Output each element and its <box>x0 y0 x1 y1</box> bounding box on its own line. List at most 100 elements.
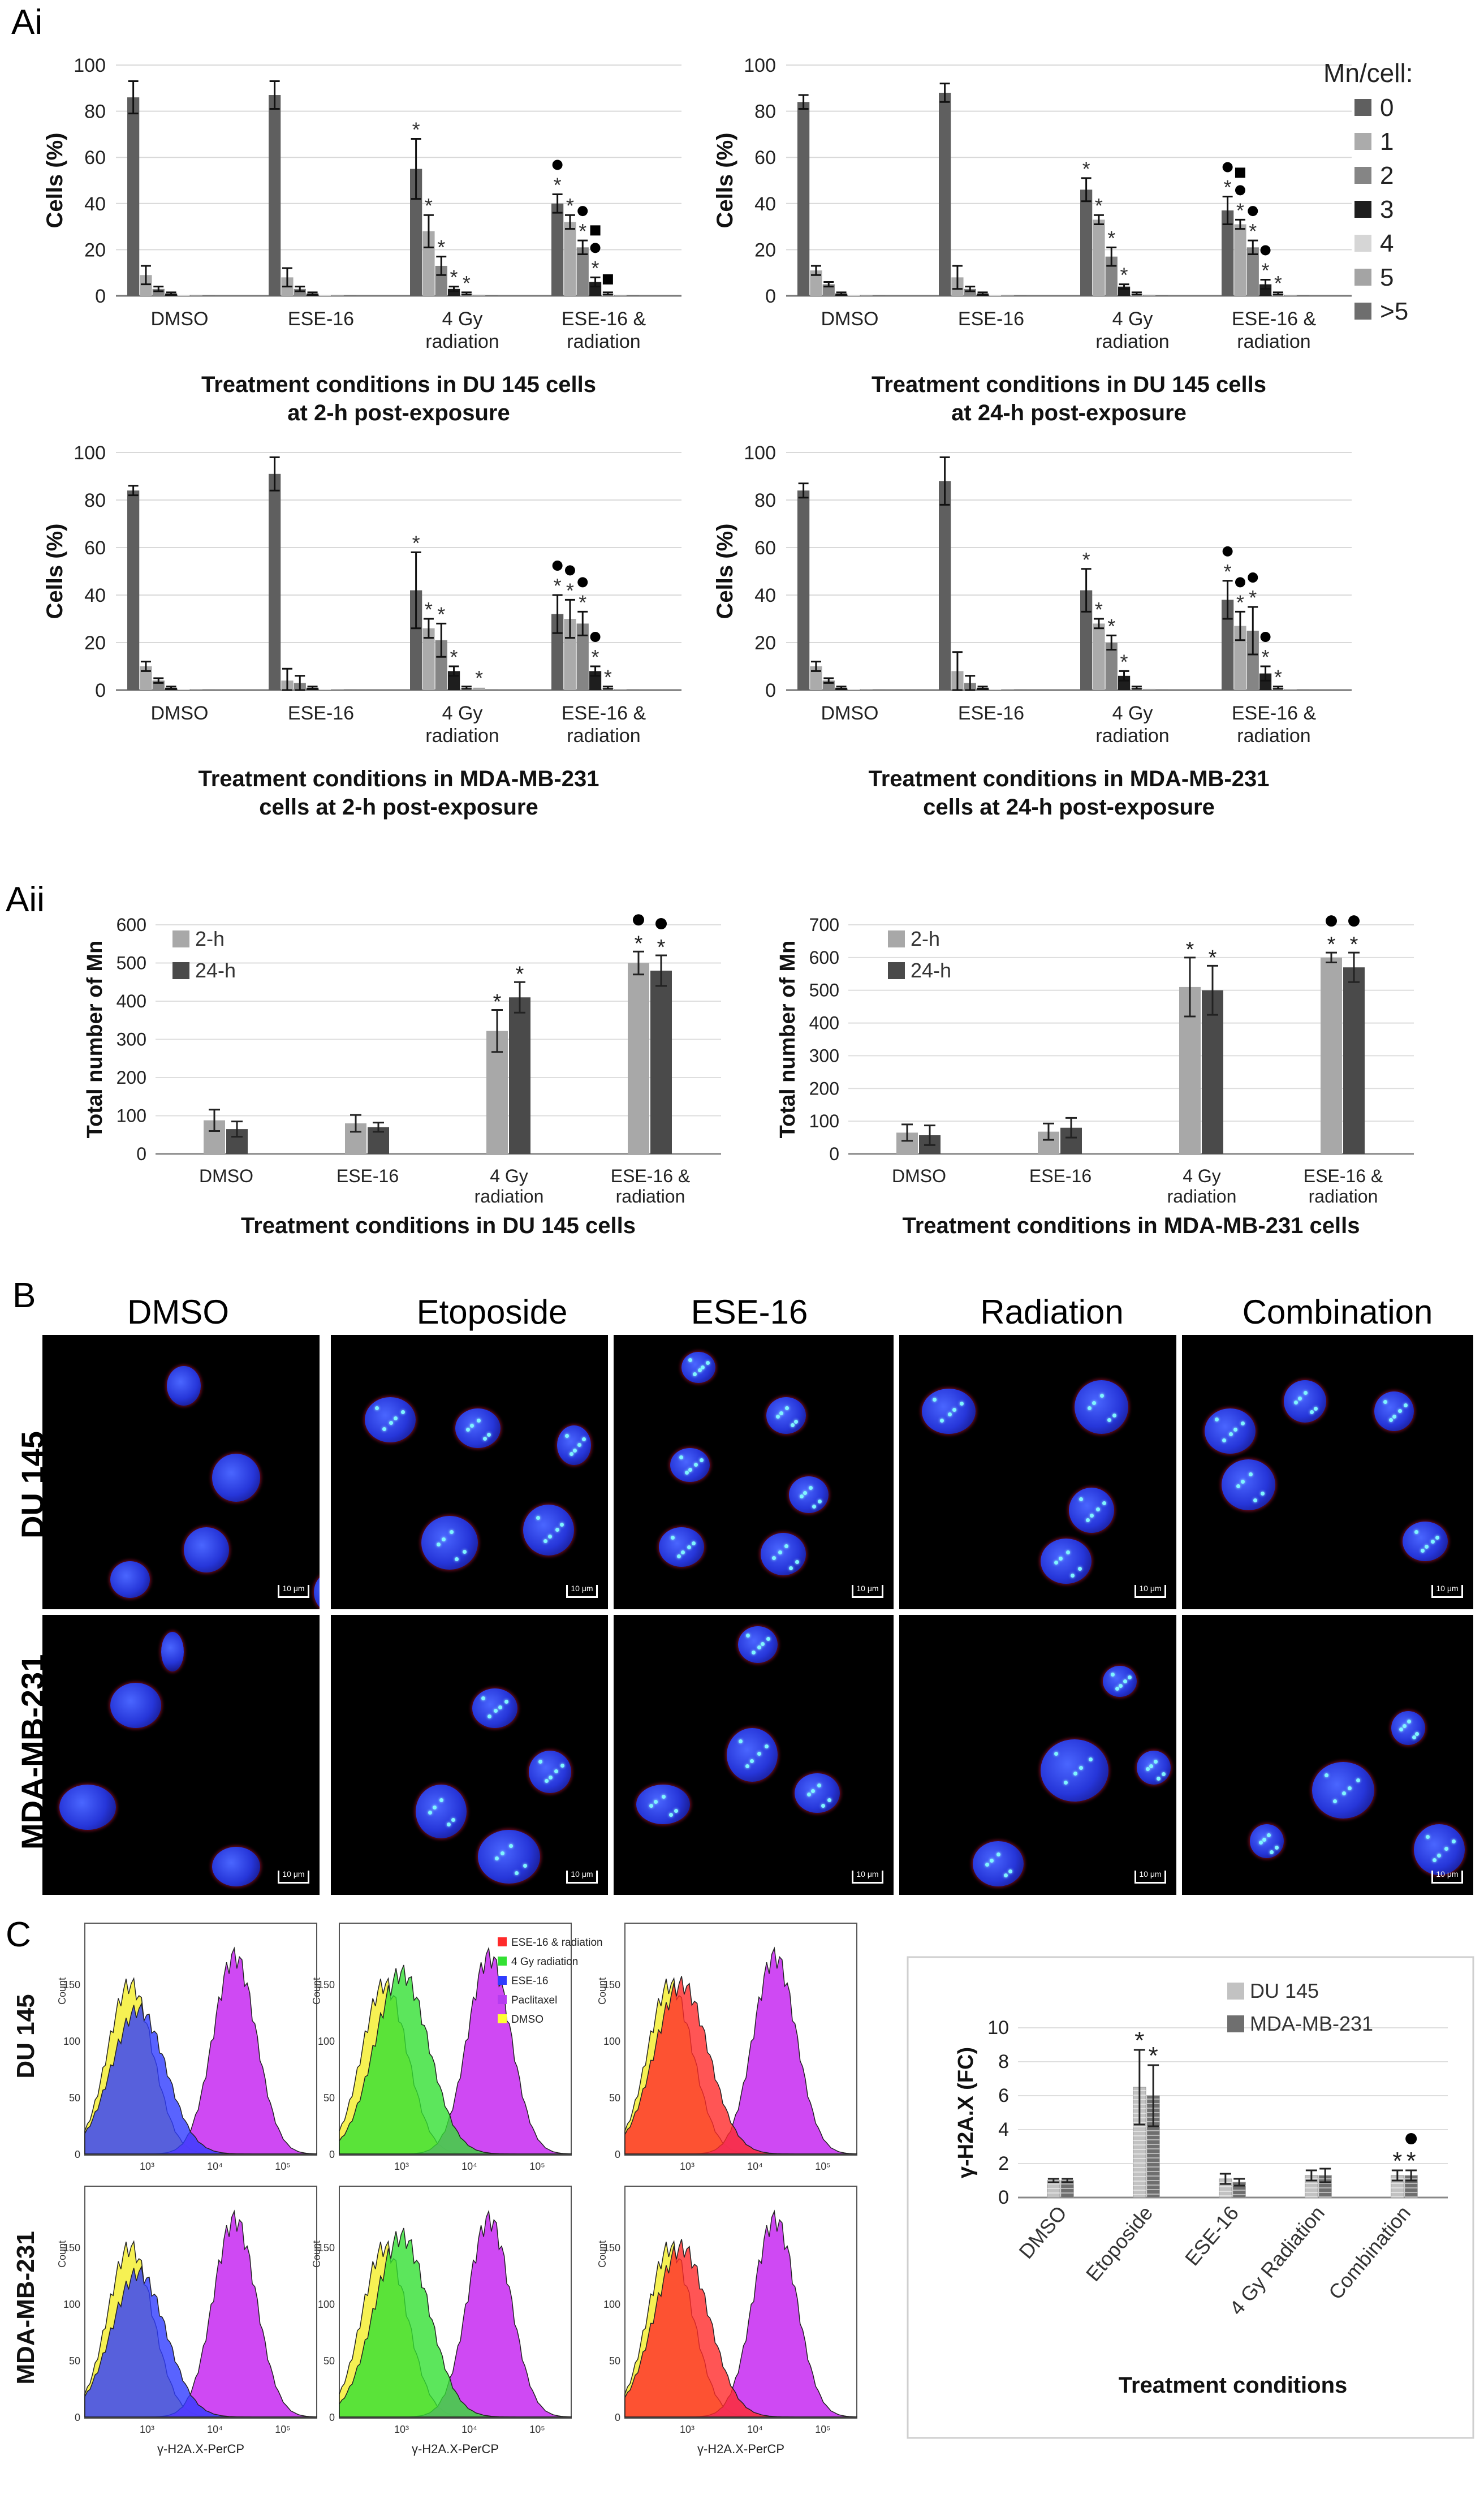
y-tick-label: 600 <box>117 915 146 935</box>
histogram-treatment <box>624 2239 857 2418</box>
gh2ax-focus <box>764 1744 769 1748</box>
y-tick-label: 600 <box>809 947 839 968</box>
flow-y-tick: 0 <box>75 2149 80 2160</box>
x-axis-title: Treatment conditions in DU 145 cells <box>241 1213 636 1238</box>
bar <box>650 971 672 1154</box>
significance-marker: * <box>437 236 445 259</box>
y-tick-label: 200 <box>809 1078 839 1098</box>
gh2ax-focus <box>784 1406 789 1411</box>
flow-y-tick: 0 <box>615 2149 620 2160</box>
cell-nucleus <box>659 1527 704 1567</box>
gh2ax-focus <box>455 1557 459 1562</box>
flow-x-tick: 10⁴ <box>207 2161 223 2172</box>
cell-nucleus <box>212 1454 260 1502</box>
gh2ax-focus <box>1341 1791 1346 1795</box>
gh2ax-focus <box>1435 1536 1439 1540</box>
gh2ax-focus <box>784 1544 789 1549</box>
gh2ax-focus <box>1333 1799 1338 1803</box>
gh2ax-focus <box>442 1537 446 1541</box>
y-axis-label: Cells (%) <box>713 133 737 229</box>
cell-nucleus <box>1041 1739 1108 1802</box>
gh2ax-focus <box>1092 1401 1097 1406</box>
gh2ax-focus <box>548 1535 553 1539</box>
bar <box>1234 224 1246 296</box>
legend-swatch <box>888 962 905 979</box>
cell-nucleus <box>1041 1539 1092 1584</box>
gh2ax-focus <box>1399 1727 1404 1731</box>
gh2ax-focus <box>1063 1780 1068 1785</box>
flow-x-tick: 10⁴ <box>747 2424 763 2435</box>
significance-marker: * <box>566 579 574 602</box>
cell-nucleus <box>766 1397 806 1434</box>
x-tick-label: 4 Gy <box>1183 1166 1221 1186</box>
bar <box>319 295 331 296</box>
flow-y-tick: 50 <box>69 2092 80 2104</box>
gh2ax-focus <box>681 1550 685 1555</box>
y-tick-label: 60 <box>754 147 776 169</box>
cell-nucleus <box>1103 1666 1137 1697</box>
scale-bar-label: 10 μm <box>282 1584 305 1593</box>
gh2ax-focus <box>810 1789 815 1793</box>
gh2ax-focus <box>668 1812 673 1817</box>
flow-legend-label: DMSO <box>511 2014 543 2026</box>
y-tick-label: 0 <box>95 680 106 701</box>
gh2ax-focus <box>451 1817 455 1822</box>
micrograph: 10 μm <box>1182 1335 1473 1609</box>
bar <box>860 295 873 296</box>
gh2ax-focus <box>745 1764 750 1768</box>
cell-nucleus <box>789 1476 829 1513</box>
gh2ax-focus <box>760 1641 765 1646</box>
significance-marker: * <box>1350 933 1358 956</box>
gh2ax-focus <box>1118 1683 1123 1688</box>
cell-nucleus <box>212 1847 260 1886</box>
gh2ax-focus <box>952 1408 957 1412</box>
gh2ax-focus <box>1054 1561 1059 1565</box>
gh2ax-focus <box>560 1763 564 1768</box>
gh2ax-focus <box>1437 1854 1442 1858</box>
legend-label: 3 <box>1380 196 1394 223</box>
significance-marker: * <box>1149 2042 1158 2070</box>
gh2ax-focus <box>766 1636 770 1641</box>
gh2ax-focus <box>1325 1773 1328 1777</box>
bar <box>190 295 202 296</box>
legend-title: Mn/cell: <box>1323 58 1413 88</box>
gh2ax-focus <box>795 1560 799 1564</box>
gh2ax-focus <box>670 1536 675 1540</box>
significance-marker: * <box>1095 598 1103 621</box>
bar <box>509 997 530 1154</box>
significance-marker: * <box>604 666 612 689</box>
cell-nucleus <box>59 1785 116 1830</box>
gh2ax-focus <box>757 1751 761 1756</box>
flow-y-tick: 150 <box>318 2242 335 2254</box>
significance-marker: * <box>1120 650 1128 673</box>
gh2ax-focus <box>788 1566 793 1570</box>
gh2ax-focus <box>1392 1414 1397 1419</box>
significance-marker: * <box>1107 614 1115 637</box>
y-tick-label: 20 <box>754 239 776 261</box>
gh2ax-focus <box>470 1424 474 1428</box>
cell-nucleus <box>1250 1824 1284 1858</box>
gh2ax-focus <box>1398 1408 1402 1413</box>
gh2ax-focus <box>1079 1766 1084 1770</box>
gh2ax-focus <box>1079 1497 1084 1501</box>
gh2ax-focus <box>1123 1679 1127 1684</box>
gh2ax-focus <box>1229 1432 1233 1436</box>
gh2ax-focus <box>514 1871 519 1876</box>
gh2ax-focus <box>463 1549 467 1554</box>
legend-label: 1 <box>1380 128 1394 156</box>
gh2ax-focus <box>799 1494 804 1498</box>
x-tick-label: radiation <box>567 725 640 747</box>
gh2ax-focus <box>687 1545 692 1549</box>
y-tick-label: 0 <box>998 2187 1009 2208</box>
gh2ax-focus <box>1414 1530 1418 1535</box>
y-tick-label: 4 <box>998 2119 1009 2140</box>
bar <box>410 590 422 690</box>
significance-marker: * <box>1095 194 1103 217</box>
flow-y-tick: 0 <box>329 2149 335 2160</box>
micro-col-title-radiation: Radiation <box>980 1293 1124 1331</box>
bar <box>589 282 602 296</box>
flow-row-label: DU 145 <box>12 1994 40 2078</box>
significance-marker <box>590 632 601 642</box>
cell-nucleus <box>973 1841 1024 1886</box>
